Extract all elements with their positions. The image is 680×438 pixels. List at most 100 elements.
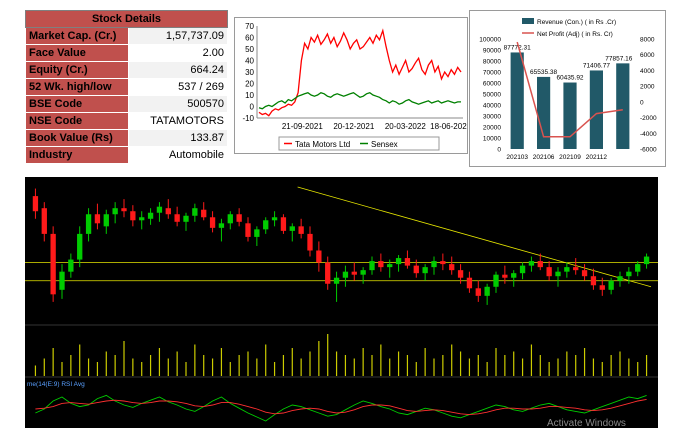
series-line [258, 28, 462, 117]
volume-bar [371, 355, 373, 376]
candle-body [77, 233, 83, 260]
candle-body [165, 208, 171, 215]
volume-bar [380, 344, 382, 376]
detail-row: Equity (Cr.) 664.24 [25, 61, 228, 79]
volume-bar [592, 358, 595, 376]
revenue-bar [510, 52, 524, 150]
volume-bar [229, 362, 231, 376]
detail-row: NSE Code TATAMOTORS [25, 112, 228, 130]
candle-body [147, 212, 154, 219]
volume-bar [105, 351, 107, 376]
volume-bar [79, 344, 81, 376]
candle-body [130, 211, 136, 221]
candle-body [360, 270, 366, 275]
y-tick-label: 80000 [483, 59, 501, 66]
volume-bar [141, 362, 143, 376]
candle-body [263, 220, 269, 230]
detail-row: Face Value 2.00 [25, 44, 228, 62]
volume-bar [70, 355, 72, 376]
candle-body [68, 259, 74, 272]
volume-bar [238, 355, 240, 376]
y-tick-label: 50000 [483, 92, 501, 99]
revenue-bar [589, 70, 603, 149]
y-tick-label: 70 [245, 22, 254, 31]
y2-tick-label: -4000 [640, 131, 657, 138]
net-profit-line [516, 41, 623, 138]
candle-body [174, 214, 180, 222]
y-tick-label: 30000 [483, 114, 501, 121]
stock-details-table: Stock Details Market Cap. (Cr.) 1,57,737.… [25, 10, 228, 164]
volume-bar [389, 358, 391, 376]
detail-value: 133.87 [128, 129, 228, 147]
y-tick-label: 90000 [483, 48, 501, 55]
y2-tick-label: 0 [640, 99, 644, 106]
y2-tick-label: 6000 [640, 52, 655, 59]
candle-body [511, 273, 517, 278]
candle-body [201, 209, 207, 218]
volume-bar [211, 358, 214, 376]
detail-row: Market Cap. (Cr.) 1,57,737.09 [25, 27, 228, 45]
volume-bar [495, 348, 497, 376]
volume-bar [406, 355, 409, 376]
candle-body [422, 267, 428, 274]
x-tick-label: 18-06-2022 [430, 122, 467, 131]
volume-bar [194, 344, 196, 376]
volume-bar [433, 358, 435, 376]
volume-bar [637, 362, 639, 376]
candle-body [325, 262, 331, 284]
volume-bar [167, 358, 169, 376]
candle-body [271, 217, 278, 221]
trendline [297, 186, 652, 288]
candle-body [94, 214, 101, 224]
candle-body [635, 264, 641, 272]
candle-body [103, 214, 109, 227]
volume-bar [273, 362, 276, 376]
x-tick-label: 202103 [506, 154, 528, 161]
volume-bar [459, 351, 462, 376]
volume-bar [513, 351, 515, 376]
candle-body [590, 276, 597, 286]
watermark-text: Activate Windows [547, 418, 626, 428]
candle-body [156, 206, 163, 213]
candle-body [121, 208, 127, 212]
y-tick-label: 20000 [483, 125, 501, 132]
candle-body [493, 274, 499, 287]
candle-body [316, 250, 322, 263]
candle-body [298, 226, 304, 234]
detail-label: 52 Wk. high/low [25, 78, 129, 96]
volume-bar [87, 358, 90, 376]
volume-bar [575, 355, 577, 376]
candle-body [50, 233, 56, 295]
volume-bar [601, 362, 603, 376]
candle-body [218, 223, 225, 228]
rsi-line [35, 398, 647, 416]
candle-body [484, 286, 490, 296]
volume-bar [149, 355, 152, 376]
revenue-chart-panel: Revenue (Con.) ( in Rs .Cr) Net Profit (A… [469, 10, 666, 167]
candle-body [519, 265, 526, 274]
revenue-chart: Revenue (Con.) ( in Rs .Cr) Net Profit (A… [479, 18, 657, 161]
x-tick-label: 20-03-2022 [385, 122, 426, 131]
legend-box [278, 136, 440, 151]
volume-bar [362, 348, 364, 376]
legend-label: Tata Motors Ltd [295, 140, 350, 149]
candle-body [183, 215, 189, 222]
y-tick-label: 60000 [483, 81, 501, 88]
volume-bar [486, 362, 488, 376]
detail-label: NSE Code [25, 112, 129, 130]
detail-label: Industry [25, 146, 129, 164]
candle-body [192, 208, 198, 216]
y-tick-label: 40000 [483, 103, 501, 110]
detail-label: BSE Code [25, 95, 129, 113]
y-tick-label: 100000 [479, 37, 501, 44]
volume-bar [282, 355, 285, 376]
volume-bar [247, 351, 249, 376]
volume-bar [203, 355, 205, 376]
detail-label: Book Value (Rs) [25, 129, 129, 147]
detail-row: Industry Automobile [25, 146, 228, 164]
y-tick-label: 10000 [483, 136, 501, 143]
candle-body [333, 277, 340, 284]
volume-bar [114, 355, 116, 376]
candle-body [431, 261, 437, 268]
volume-bar [645, 355, 648, 376]
